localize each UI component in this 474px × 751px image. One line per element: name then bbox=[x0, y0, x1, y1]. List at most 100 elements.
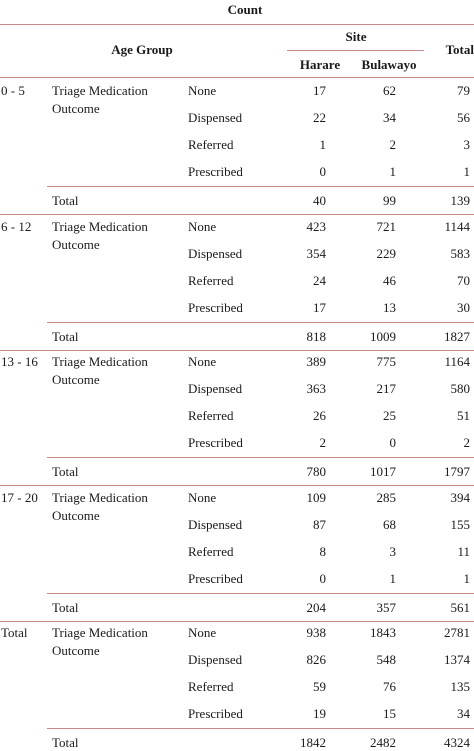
harare-value: 109 bbox=[306, 489, 327, 505]
variable-label: Triage Medication bbox=[52, 354, 148, 370]
bulawayo-value: 217 bbox=[376, 381, 397, 397]
total-value: 51 bbox=[457, 408, 470, 424]
total-row-label: Total bbox=[52, 599, 79, 615]
total-value: 1164 bbox=[444, 354, 470, 370]
bulawayo-value: 15 bbox=[383, 706, 396, 722]
harare-value: 8 bbox=[319, 543, 327, 559]
age-group-label: 13 - 16 bbox=[1, 354, 38, 370]
outcome-label: Referred bbox=[188, 137, 234, 152]
harare-value: 0 bbox=[319, 570, 327, 586]
header-top-rule bbox=[0, 24, 474, 25]
bulawayo-value: 68 bbox=[383, 516, 396, 532]
outcome-label: Dispensed bbox=[188, 652, 243, 668]
bulawayo-total-value: 357 bbox=[376, 599, 397, 615]
total-value: 79 bbox=[457, 83, 470, 98]
total-row-rule bbox=[47, 728, 474, 730]
outcome-label: None bbox=[188, 354, 217, 370]
bulawayo-value: 3 bbox=[389, 543, 397, 559]
harare-value: 59 bbox=[313, 679, 326, 695]
harare-total-value: 1842 bbox=[300, 735, 326, 751]
total-value: 1 bbox=[463, 164, 471, 179]
bulawayo-value: 0 bbox=[389, 435, 397, 451]
variable-label: Triage Medication bbox=[52, 489, 148, 505]
count-heading: Count bbox=[227, 2, 263, 17]
total-value: 135 bbox=[450, 679, 471, 695]
variable-label: Outcome bbox=[52, 507, 100, 523]
harare-value: 24 bbox=[313, 272, 326, 288]
harare-value: 26 bbox=[313, 408, 326, 424]
total-row-rule bbox=[47, 457, 474, 459]
harare-total-value: 40 bbox=[313, 193, 326, 208]
harare-value: 22 bbox=[313, 110, 326, 125]
outcome-label: Dispensed bbox=[188, 110, 243, 125]
harare-value: 19 bbox=[313, 706, 326, 722]
total-value: 1 bbox=[463, 570, 471, 586]
grand-total-value: 4324 bbox=[444, 735, 470, 751]
group-separator-rule bbox=[0, 214, 474, 215]
total-row-label: Total bbox=[52, 193, 79, 208]
age-group-label: 0 - 5 bbox=[1, 83, 25, 98]
outcome-label: Referred bbox=[188, 543, 234, 559]
group-separator-rule bbox=[0, 349, 474, 351]
total-value: 70 bbox=[457, 272, 470, 288]
outcome-label: None bbox=[188, 625, 217, 641]
total-value: 2 bbox=[463, 435, 471, 451]
bulawayo-value: 1 bbox=[389, 570, 397, 586]
harare-value: 1 bbox=[319, 137, 327, 152]
bulawayo-value: 548 bbox=[376, 652, 397, 668]
variable-label: Triage Medication bbox=[52, 625, 148, 641]
grand-total-value: 139 bbox=[450, 193, 471, 208]
variable-label: Outcome bbox=[52, 236, 100, 252]
harare-value: 423 bbox=[306, 218, 327, 234]
outcome-label: None bbox=[188, 83, 217, 98]
bulawayo-value: 285 bbox=[376, 489, 397, 505]
variable-label: Outcome bbox=[52, 101, 100, 116]
harare-value: 2 bbox=[319, 435, 327, 451]
group-separator-rule bbox=[0, 620, 474, 622]
bulawayo-value: 25 bbox=[383, 408, 396, 424]
harare-value: 17 bbox=[313, 299, 326, 315]
outcome-label: Prescribed bbox=[188, 435, 243, 451]
age-group-label: Total bbox=[1, 625, 28, 641]
age-group-header: Age Group bbox=[111, 42, 173, 57]
outcome-label: None bbox=[188, 218, 217, 234]
bulawayo-value: 775 bbox=[376, 354, 397, 370]
harare-total-value: 204 bbox=[306, 599, 327, 615]
total-value: 1374 bbox=[444, 652, 470, 668]
bulawayo-total-value: 99 bbox=[383, 193, 396, 208]
bulawayo-value: 2 bbox=[389, 137, 397, 152]
grand-total-value: 1827 bbox=[444, 328, 470, 344]
outcome-label: Referred bbox=[188, 272, 234, 288]
total-value: 1144 bbox=[444, 218, 470, 234]
grand-total-value: 1797 bbox=[444, 464, 470, 480]
bulawayo-value: 1843 bbox=[370, 625, 396, 641]
total-value: 34 bbox=[457, 706, 470, 722]
bulawayo-value: 46 bbox=[383, 272, 396, 288]
harare-total-value: 780 bbox=[306, 464, 327, 480]
harare-total-value: 818 bbox=[306, 328, 327, 344]
grand-total-value: 561 bbox=[450, 599, 471, 615]
total-value: 2781 bbox=[444, 625, 470, 641]
harare-header: Harare bbox=[299, 57, 341, 72]
harare-value: 87 bbox=[313, 516, 326, 532]
harare-value: 389 bbox=[306, 354, 327, 370]
bulawayo-header: Bulawayo bbox=[361, 57, 417, 72]
total-value: 155 bbox=[450, 516, 471, 532]
site-underline bbox=[287, 50, 424, 51]
outcome-label: Prescribed bbox=[188, 570, 243, 586]
group-separator-rule bbox=[0, 485, 474, 487]
total-header: Total bbox=[445, 42, 474, 57]
total-value: 583 bbox=[450, 245, 471, 261]
bulawayo-total-value: 1009 bbox=[370, 328, 396, 344]
age-group-label: 17 - 20 bbox=[1, 489, 38, 505]
total-row-label: Total bbox=[52, 464, 79, 480]
bulawayo-total-value: 1017 bbox=[370, 464, 396, 480]
bulawayo-value: 721 bbox=[376, 218, 397, 234]
bulawayo-value: 76 bbox=[383, 679, 396, 695]
harare-value: 0 bbox=[319, 164, 327, 179]
bulawayo-total-value: 2482 bbox=[370, 735, 396, 751]
outcome-label: Dispensed bbox=[188, 245, 243, 261]
total-value: 394 bbox=[450, 489, 471, 505]
outcome-label: Prescribed bbox=[188, 299, 243, 315]
